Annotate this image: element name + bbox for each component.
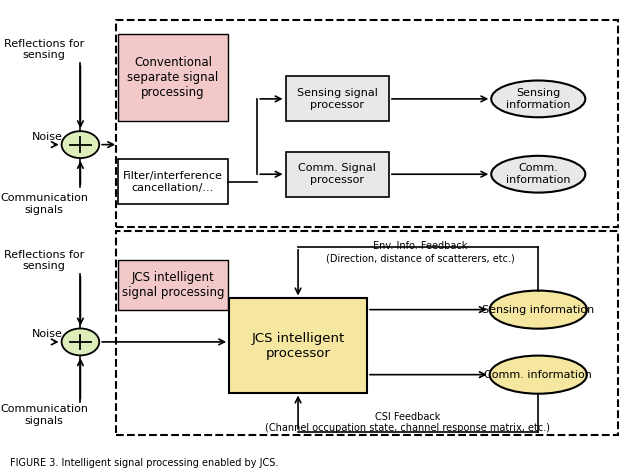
Text: Filter/interference
cancellation/...: Filter/interference cancellation/... [123,171,223,193]
Text: Communication
signals: Communication signals [0,404,88,426]
Text: Comm.
information: Comm. information [506,163,570,185]
Text: FIGURE 3. Intelligent signal processing enabled by JCS.: FIGURE 3. Intelligent signal processing … [10,457,278,468]
Text: Communication
signals: Communication signals [0,194,88,215]
Circle shape [61,329,99,355]
Text: Comm. information: Comm. information [484,370,592,379]
Bar [229,298,367,393]
Ellipse shape [490,355,587,394]
Text: Sensing signal
processor: Sensing signal processor [297,88,378,110]
Bar [118,34,228,121]
Ellipse shape [492,81,586,117]
Text: JCS intelligent
processor: JCS intelligent processor [252,331,345,360]
Text: Noise: Noise [31,132,62,142]
Text: Noise: Noise [31,329,62,339]
Ellipse shape [490,291,587,329]
Bar [116,20,618,227]
Bar [118,261,228,310]
Text: Reflections for
sensing: Reflections for sensing [4,250,84,271]
Text: Conventional
separate signal
processing: Conventional separate signal processing [127,56,218,99]
Text: Env. Info. Feedback
(Direction, distance of scatterers, etc.): Env. Info. Feedback (Direction, distance… [326,242,515,263]
Text: JCS intelligent
signal processing: JCS intelligent signal processing [122,271,224,299]
Text: Reflections for
sensing: Reflections for sensing [4,39,84,60]
Bar [116,231,618,435]
Text: CSI Feedback
(Channel occupation state, channel response matrix, etc.): CSI Feedback (Channel occupation state, … [266,412,550,433]
Text: Sensing information: Sensing information [482,304,595,315]
Bar [285,76,389,121]
Bar [285,152,389,197]
Text: Comm. Signal
processor: Comm. Signal processor [298,163,376,185]
Bar [118,160,228,204]
Circle shape [61,131,99,158]
Ellipse shape [492,156,586,193]
Text: Sensing
information: Sensing information [506,88,570,110]
